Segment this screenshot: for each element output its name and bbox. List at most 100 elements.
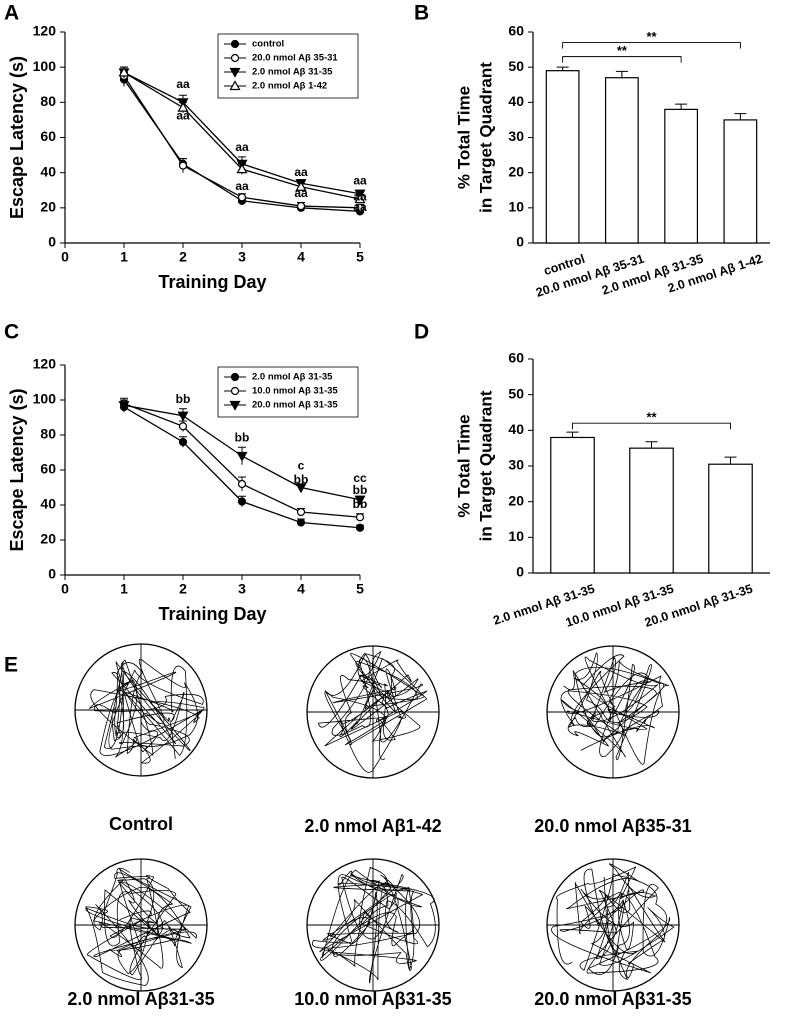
annotation: cc	[353, 471, 367, 485]
marker	[237, 497, 247, 506]
marker	[229, 80, 241, 91]
x-tick-label: 5	[356, 581, 364, 597]
y-tick-label: 40	[40, 496, 56, 512]
y-axis-label: in Target Quadrant	[476, 390, 495, 541]
panel-label: D	[414, 321, 429, 344]
condition-label: 2.0 nmol Aβ31-35	[67, 989, 214, 1009]
panel-label: B	[414, 2, 429, 25]
swim-path-plot	[546, 858, 680, 992]
marker	[355, 523, 365, 532]
marker	[354, 193, 366, 204]
bar	[629, 447, 674, 574]
y-tick-label: 20	[508, 492, 524, 508]
condition-label: 20.0 nmol Aβ35-31	[534, 816, 691, 836]
panel-label: C	[4, 321, 19, 344]
x-tick-label: 0	[61, 581, 69, 597]
x-axis-label: Training Day	[158, 604, 266, 624]
condition-label: Control	[109, 814, 173, 834]
y-axis-label: % Total Time	[454, 86, 473, 189]
condition-label: 20.0 nmol Aβ31-35	[534, 989, 691, 1009]
swim-path	[560, 652, 670, 765]
marker	[229, 67, 241, 78]
bar	[604, 77, 639, 244]
bar	[545, 70, 580, 244]
y-tick-label: 0	[516, 564, 524, 580]
marker	[118, 66, 130, 77]
marker	[295, 483, 307, 494]
bracket-label: **	[617, 43, 628, 58]
marker	[296, 518, 306, 527]
y-tick-label: 100	[33, 58, 57, 74]
marker	[230, 53, 240, 63]
y-tick-label: 60	[40, 128, 56, 144]
x-axis-label: Training Day	[158, 272, 266, 292]
error-bar	[615, 70, 628, 78]
bar	[550, 436, 595, 574]
error-bar	[724, 456, 737, 465]
bracket-label: **	[646, 410, 657, 425]
x-tick-label: 1	[120, 581, 128, 597]
y-tick-label: 100	[33, 391, 57, 407]
marker	[178, 161, 188, 170]
swim-path-plot	[306, 858, 440, 992]
y-tick-label: 60	[508, 23, 524, 39]
y-tick-label: 20	[508, 163, 524, 179]
bracket	[562, 42, 741, 49]
error-bar	[734, 113, 747, 120]
y-tick-label: 30	[508, 128, 524, 144]
x-tick-label: 4	[297, 581, 305, 597]
y-tick-label: 0	[48, 566, 56, 582]
x-tick-label: 1	[120, 249, 128, 265]
y-tick-label: 60	[40, 461, 56, 477]
swim-path	[85, 867, 197, 987]
marker	[355, 203, 365, 212]
y-tick-label: 40	[508, 93, 524, 109]
y-tick-label: 40	[508, 421, 524, 437]
legend-label: 2.0 nmol Aβ 31-35	[252, 372, 333, 383]
y-tick-label: 120	[33, 23, 57, 39]
annotation: aa	[176, 77, 190, 91]
marker	[354, 495, 366, 506]
annotation: aa	[294, 165, 308, 179]
marker	[236, 451, 248, 462]
y-tick-label: 80	[40, 426, 56, 442]
series-line	[123, 406, 361, 529]
bracket-label: **	[646, 29, 657, 44]
y-tick-label: 50	[508, 58, 524, 74]
annotation: aa	[235, 179, 249, 193]
x-tick-label: 4	[297, 249, 305, 265]
marker	[296, 507, 306, 517]
annotation: bb	[235, 431, 250, 445]
bracket	[572, 422, 731, 430]
legend-label: 2.0 nmol Aβ 31-35	[252, 67, 333, 78]
y-tick-label: 0	[48, 234, 56, 250]
error-bar	[645, 441, 658, 449]
y-axis-label: Escape Latency (s)	[7, 388, 27, 551]
y-axis-label: % Total Time	[454, 414, 473, 517]
legend-label: control	[252, 39, 284, 50]
panel-label: A	[4, 2, 19, 25]
marker	[355, 513, 365, 522]
y-axis-label: Escape Latency (s)	[7, 56, 27, 219]
swim-path-plot	[546, 645, 680, 779]
quadrant-lines	[75, 859, 207, 991]
legend: control 20.0 nmol Aβ 35-31 2.0 nmol Aβ 31-…	[217, 33, 359, 99]
marker	[230, 39, 240, 49]
x-tick-label: 5	[356, 249, 364, 265]
y-tick-label: 50	[508, 385, 524, 401]
marker	[178, 437, 188, 447]
bracket	[562, 56, 682, 63]
annotation: aa	[176, 109, 190, 123]
panel-label: E	[4, 654, 18, 677]
marker	[230, 372, 240, 382]
y-tick-label: 20	[40, 199, 56, 215]
marker	[296, 201, 306, 211]
legend-box	[217, 366, 359, 418]
marker	[229, 400, 241, 411]
marker	[236, 163, 248, 174]
annotation: bb	[353, 483, 368, 497]
legend-label: 20.0 nmol Aβ 31-35	[252, 400, 338, 411]
annotation: aa	[353, 174, 367, 188]
legend-box	[217, 33, 359, 99]
